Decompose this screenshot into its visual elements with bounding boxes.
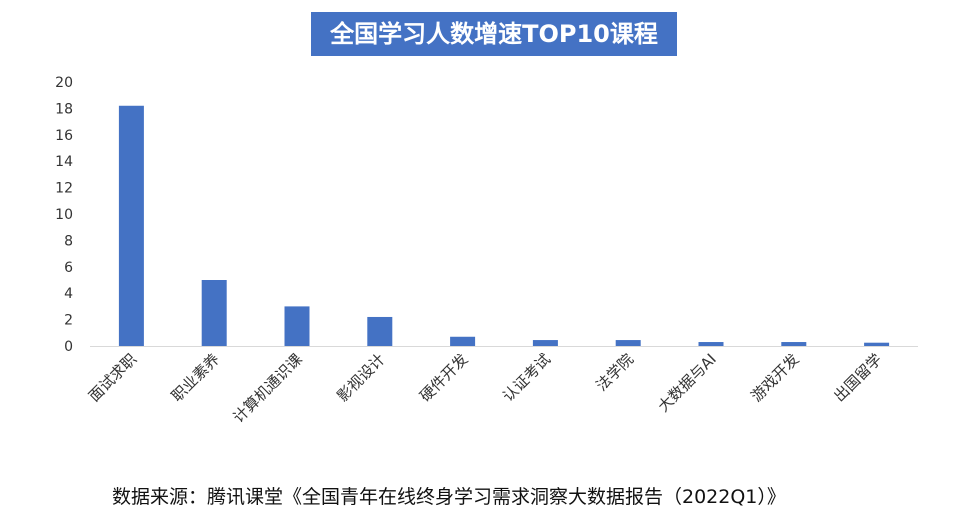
bar-7 xyxy=(698,342,724,346)
category-label-0: 面试求职 xyxy=(85,350,140,405)
y-tick-label-3: 6 xyxy=(64,260,73,276)
bar-3 xyxy=(367,316,393,346)
y-tick-label-7: 14 xyxy=(55,154,73,170)
y-axis-ticks: 0 2 4 6 8 10 12 14 16 18 20 xyxy=(55,75,73,355)
y-tick-label-0: 0 xyxy=(64,339,73,355)
y-tick-label-9: 18 xyxy=(55,101,73,117)
y-tick-label-5: 10 xyxy=(55,207,73,223)
y-tick-label-2: 4 xyxy=(64,286,73,302)
bar-5 xyxy=(532,340,558,346)
category-label-8: 游戏开发 xyxy=(747,350,802,405)
bar-4 xyxy=(450,336,476,346)
category-label-1: 职业素养 xyxy=(168,350,223,405)
bar-9 xyxy=(864,342,890,346)
category-label-6: 法学院 xyxy=(592,350,637,395)
bar-2 xyxy=(284,306,310,346)
category-label-7: 大数据与AI xyxy=(654,350,720,416)
category-label-3: 影视设计 xyxy=(333,350,388,405)
y-tick-label-4: 8 xyxy=(64,233,73,249)
chart-title: 全国学习人数增速TOP10课程 xyxy=(311,12,677,56)
y-tick-label-8: 16 xyxy=(55,128,73,144)
category-label-9: 出国留学 xyxy=(830,350,885,405)
y-tick-label-6: 12 xyxy=(55,181,73,197)
source-note: 数据来源：腾讯课堂《全国青年在线终身学习需求洞察大数据报告（2022Q1）》 xyxy=(112,486,786,508)
bar-1 xyxy=(201,280,227,346)
category-label-5: 认证考试 xyxy=(499,350,554,405)
bar-0 xyxy=(118,105,144,346)
bar-8 xyxy=(781,342,807,346)
bars xyxy=(118,105,890,346)
category-label-2: 计算机通识课 xyxy=(229,350,305,426)
bar-chart: 0 2 4 6 8 10 12 14 16 18 20 面试求职 职业素养 计算机通识课 影视设计 硬件开发… xyxy=(55,75,918,426)
y-tick-label-10: 20 xyxy=(55,75,73,91)
y-tick-label-1: 2 xyxy=(64,313,73,329)
category-label-4: 硬件开发 xyxy=(416,350,471,405)
category-labels: 面试求职 职业素养 计算机通识课 影视设计 硬件开发 认证考试 法学院 大数据与AI 游戏开发出… xyxy=(85,350,885,426)
bar-6 xyxy=(615,340,641,346)
